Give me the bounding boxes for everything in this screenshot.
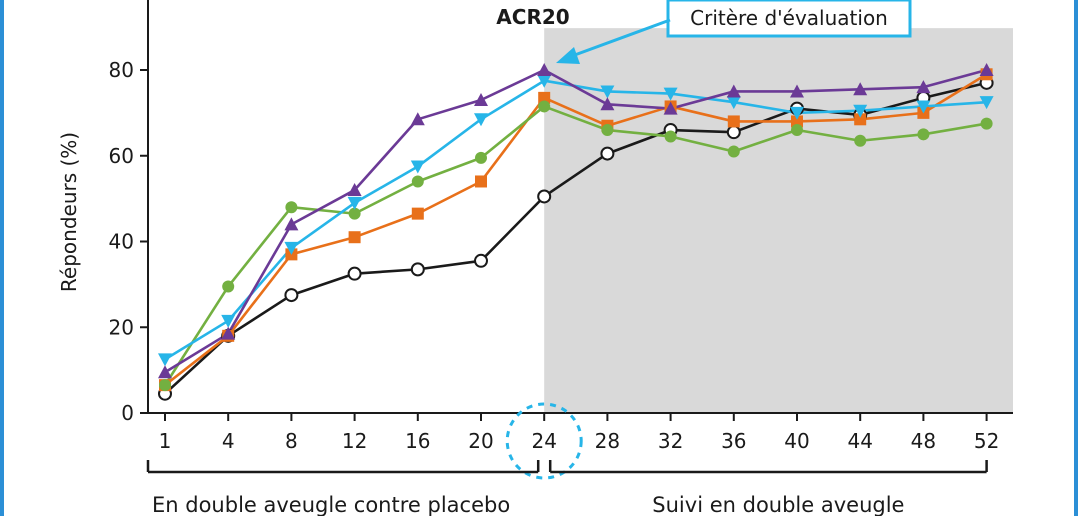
data-point (917, 128, 930, 141)
y-tick-label: 0 (121, 401, 134, 425)
x-tick-label: 40 (784, 429, 809, 453)
data-point (727, 115, 740, 128)
x-tick-label: 48 (911, 429, 936, 453)
data-point (347, 196, 362, 210)
data-point (979, 63, 994, 76)
callout-label: Critère d'évaluation (690, 6, 888, 30)
period-label: En double aveugle contre placebo (152, 493, 510, 516)
data-point (284, 288, 299, 303)
data-point (726, 125, 741, 140)
data-point (980, 117, 993, 130)
data-point (727, 145, 740, 158)
y-tick-label: 20 (109, 315, 134, 339)
data-point (348, 231, 361, 244)
x-tick-label: 36 (721, 429, 746, 453)
x-tick-label: 52 (974, 429, 999, 453)
data-point (158, 353, 172, 367)
week24-dashed-circle (505, 402, 583, 480)
callout-arrowhead (556, 47, 580, 64)
data-point (411, 207, 424, 220)
y-tick-label: 80 (109, 58, 134, 82)
data-point (410, 160, 425, 174)
data-point (221, 314, 236, 328)
x-tick-label: 20 (468, 429, 493, 453)
data-point (537, 189, 552, 204)
y-tick-label: 40 (109, 230, 134, 254)
series-line (164, 81, 987, 395)
data-point (664, 130, 677, 143)
data-point (600, 97, 615, 111)
callout: Critère d'évaluation (556, 0, 912, 64)
data-point (979, 96, 994, 110)
period-brackets: En double aveugle contre placebo Suivi en… (146, 460, 988, 516)
x-tick-label: 44 (847, 429, 872, 453)
data-point (537, 74, 552, 88)
series-layer (158, 63, 994, 401)
data-point (284, 241, 299, 255)
data-point (158, 365, 172, 379)
data-point (854, 134, 867, 147)
data-point (348, 207, 361, 220)
data-point (726, 96, 741, 110)
data-point (790, 84, 804, 98)
series-line (163, 105, 987, 386)
callout-box (666, 0, 912, 38)
data-point (475, 175, 487, 188)
data-point (663, 87, 678, 101)
x-tick-label: 24 (531, 429, 556, 453)
x-tick-label: 16 (405, 429, 430, 453)
data-point (285, 201, 298, 214)
data-point (601, 124, 614, 137)
data-point (791, 124, 803, 137)
data-point (854, 113, 867, 126)
data-point (410, 262, 425, 277)
data-point (410, 112, 425, 126)
x-tick-label: 28 (595, 429, 620, 453)
data-point (853, 82, 868, 96)
data-point (663, 101, 678, 115)
data-point (726, 84, 741, 98)
data-point (916, 80, 931, 94)
data-point (600, 146, 615, 161)
data-point (474, 113, 488, 127)
data-point (537, 63, 552, 76)
period-label: Suivi en double aveugle (652, 493, 904, 516)
callout-arrow (571, 18, 671, 58)
data-point (284, 217, 299, 231)
data-point (853, 104, 868, 118)
data-point (474, 253, 488, 268)
series-line (164, 68, 987, 374)
data-point (411, 175, 424, 188)
y-tick-label: 60 (109, 144, 134, 168)
data-point (791, 115, 803, 128)
x-tick-label: 12 (342, 429, 367, 453)
series-line (164, 73, 988, 387)
x-tick-label: 4 (222, 429, 235, 453)
follow-up-shaded-region (544, 28, 1013, 413)
data-point (790, 106, 804, 120)
data-point (474, 93, 488, 107)
data-point (600, 85, 615, 99)
data-point (475, 151, 487, 164)
chart-title: ACR20 (496, 5, 569, 29)
data-point (538, 100, 551, 113)
data-point (347, 266, 362, 281)
data-point (159, 379, 171, 392)
x-tick-label: 32 (658, 429, 683, 453)
data-point (916, 100, 931, 114)
data-point (222, 280, 235, 293)
x-tick-label: 1 (159, 429, 172, 453)
data-point (538, 91, 551, 104)
x-tick-label: 8 (285, 429, 298, 453)
y-axis-label: Répondeurs (%) (57, 132, 81, 292)
data-point (347, 183, 362, 197)
data-point (221, 326, 236, 340)
